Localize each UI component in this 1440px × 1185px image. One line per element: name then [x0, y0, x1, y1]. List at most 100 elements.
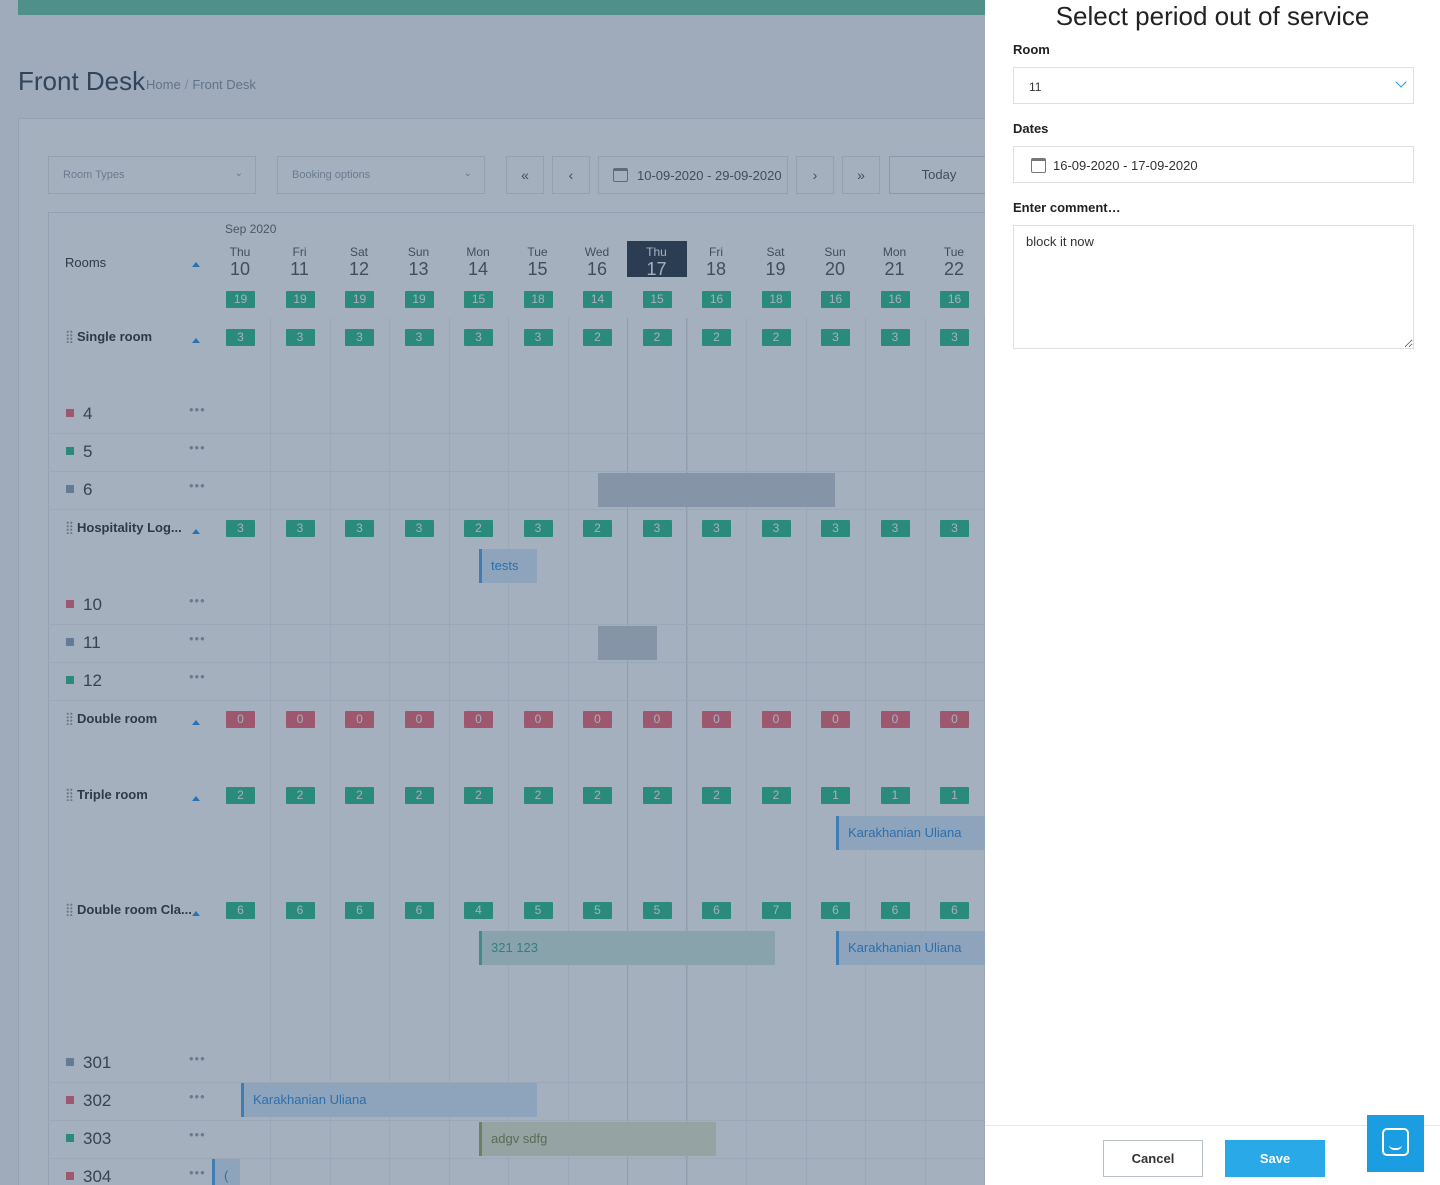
- more-dots-icon[interactable]: •••: [189, 631, 206, 646]
- row-divider: [48, 624, 1118, 625]
- day-header-11[interactable]: Fri 11: [270, 245, 330, 279]
- more-dots-icon[interactable]: •••: [189, 478, 206, 493]
- drag-handle-icon[interactable]: [66, 521, 73, 534]
- collapse-arrow-icon[interactable]: [192, 720, 200, 725]
- chevron-down-icon: ⌄: [463, 168, 472, 179]
- more-dots-icon[interactable]: •••: [189, 1127, 206, 1142]
- day-number: 16: [586, 259, 608, 279]
- availability-badge: 16: [821, 291, 850, 308]
- out-of-service-bar[interactable]: [598, 473, 835, 507]
- row-divider: [48, 700, 1118, 701]
- group-count-badge: 0: [880, 711, 910, 728]
- group-count-badge: 3: [642, 520, 672, 537]
- more-dots-icon[interactable]: •••: [189, 1051, 206, 1066]
- group-count-badge: 3: [404, 329, 434, 346]
- more-dots-icon[interactable]: •••: [189, 402, 206, 417]
- group-count-badge: 3: [761, 520, 791, 537]
- more-dots-icon[interactable]: •••: [189, 593, 206, 608]
- booking-bar[interactable]: Karakhanian Uliana: [836, 931, 986, 965]
- day-of-week: Sun: [407, 245, 430, 259]
- collapse-arrow-icon[interactable]: [192, 796, 200, 801]
- collapse-arrow-icon[interactable]: [192, 529, 200, 534]
- room-row[interactable]: 302: [66, 1091, 111, 1111]
- room-row[interactable]: 12: [66, 671, 102, 691]
- day-of-week: Thu: [229, 245, 251, 259]
- prev-page-button[interactable]: ‹: [552, 156, 590, 194]
- dates-input[interactable]: 16-09-2020 - 17-09-2020: [1013, 146, 1414, 183]
- day-of-week: Tue: [527, 245, 548, 259]
- room-group-name[interactable]: Double room: [66, 711, 157, 726]
- group-count-badge: 3: [464, 329, 493, 346]
- more-dots-icon[interactable]: •••: [189, 440, 206, 455]
- room-row[interactable]: 303: [66, 1129, 111, 1149]
- room-types-select[interactable]: Room Types ⌄: [48, 156, 256, 194]
- cancel-button[interactable]: Cancel: [1103, 1140, 1203, 1177]
- room-status-indicator: [66, 1058, 74, 1066]
- day-of-week: Fri: [292, 245, 307, 259]
- day-number: 11: [290, 259, 309, 279]
- collapse-arrow-icon[interactable]: [192, 338, 200, 343]
- day-header-17[interactable]: Thu 17: [626, 241, 687, 279]
- drag-handle-icon[interactable]: [66, 330, 73, 343]
- day-header-12[interactable]: Sat 12: [329, 245, 389, 279]
- more-dots-icon[interactable]: •••: [189, 669, 206, 684]
- room-select[interactable]: 11: [1013, 67, 1414, 104]
- more-dots-icon[interactable]: •••: [189, 1089, 206, 1104]
- availability-badge: 19: [345, 291, 374, 308]
- booking-bar[interactable]: Karakhanian Uliana: [241, 1083, 537, 1117]
- day-header-16[interactable]: Wed 16: [567, 245, 627, 279]
- day-header-18[interactable]: Fri 18: [686, 245, 746, 279]
- room-row[interactable]: 4: [66, 404, 92, 424]
- room-row[interactable]: 301: [66, 1053, 111, 1073]
- breadcrumb-home[interactable]: Home: [146, 77, 181, 92]
- date-range-value: 10-09-2020 - 29-09-2020: [637, 168, 782, 183]
- day-header-13[interactable]: Sun 13: [389, 245, 449, 279]
- comment-textarea[interactable]: block it now: [1013, 225, 1414, 349]
- more-dots-icon[interactable]: •••: [189, 1165, 206, 1180]
- room-row[interactable]: 11: [66, 633, 101, 653]
- date-range-input[interactable]: 10-09-2020 - 29-09-2020: [598, 156, 788, 194]
- room-row[interactable]: 5: [66, 442, 92, 462]
- drag-handle-icon[interactable]: [66, 903, 73, 916]
- sort-up-icon[interactable]: [192, 262, 200, 267]
- room-group-name[interactable]: Triple room: [66, 787, 148, 802]
- day-header-22[interactable]: Tue 22: [924, 245, 984, 279]
- room-row[interactable]: 304: [66, 1167, 111, 1185]
- day-header-20[interactable]: Sun 20: [805, 245, 865, 279]
- room-row[interactable]: 6: [66, 480, 92, 500]
- drag-handle-icon[interactable]: [66, 712, 73, 725]
- day-header-19[interactable]: Sat 19: [746, 245, 806, 279]
- save-button[interactable]: Save: [1225, 1140, 1325, 1177]
- day-header-15[interactable]: Tue 15: [508, 245, 568, 279]
- booking-bar[interactable]: 321 123: [479, 931, 775, 965]
- room-row[interactable]: 10: [66, 595, 102, 615]
- group-count-badge: 3: [404, 520, 434, 537]
- out-of-service-bar[interactable]: [598, 626, 657, 660]
- breadcrumb-current: Front Desk: [192, 77, 256, 92]
- next-page-button[interactable]: ›: [796, 156, 834, 194]
- collapse-arrow-icon[interactable]: [192, 911, 200, 916]
- day-header-10[interactable]: Thu 10: [210, 245, 270, 279]
- room-group-name[interactable]: Double room Cla...: [66, 902, 192, 917]
- last-page-button[interactable]: »: [842, 156, 880, 194]
- booking-bar[interactable]: adgv sdfg: [479, 1122, 716, 1156]
- availability-badge: 18: [523, 291, 553, 308]
- day-header-14[interactable]: Mon 14: [448, 245, 508, 279]
- booking-bar[interactable]: tests: [479, 549, 537, 583]
- drag-handle-icon[interactable]: [66, 788, 73, 801]
- chat-launcher-button[interactable]: [1367, 1115, 1424, 1172]
- room-number: 302: [83, 1091, 112, 1110]
- group-count-badge: 2: [702, 329, 731, 346]
- booking-bar[interactable]: Karakhanian Uliana: [836, 816, 986, 850]
- booking-options-select[interactable]: Booking options ⌄: [277, 156, 485, 194]
- room-number: 5: [83, 442, 93, 461]
- booking-bar[interactable]: (: [212, 1159, 240, 1185]
- day-header-21[interactable]: Mon 21: [865, 245, 925, 279]
- first-page-button[interactable]: «: [506, 156, 544, 194]
- group-count-badge: 1: [880, 787, 910, 804]
- room-group-name[interactable]: Single room: [66, 329, 152, 344]
- panel-footer-divider: [985, 1125, 1440, 1126]
- chevron-down-icon: ⌄: [234, 168, 243, 179]
- room-group-name[interactable]: Hospitality Log...: [66, 520, 182, 535]
- today-button[interactable]: Today: [889, 156, 989, 194]
